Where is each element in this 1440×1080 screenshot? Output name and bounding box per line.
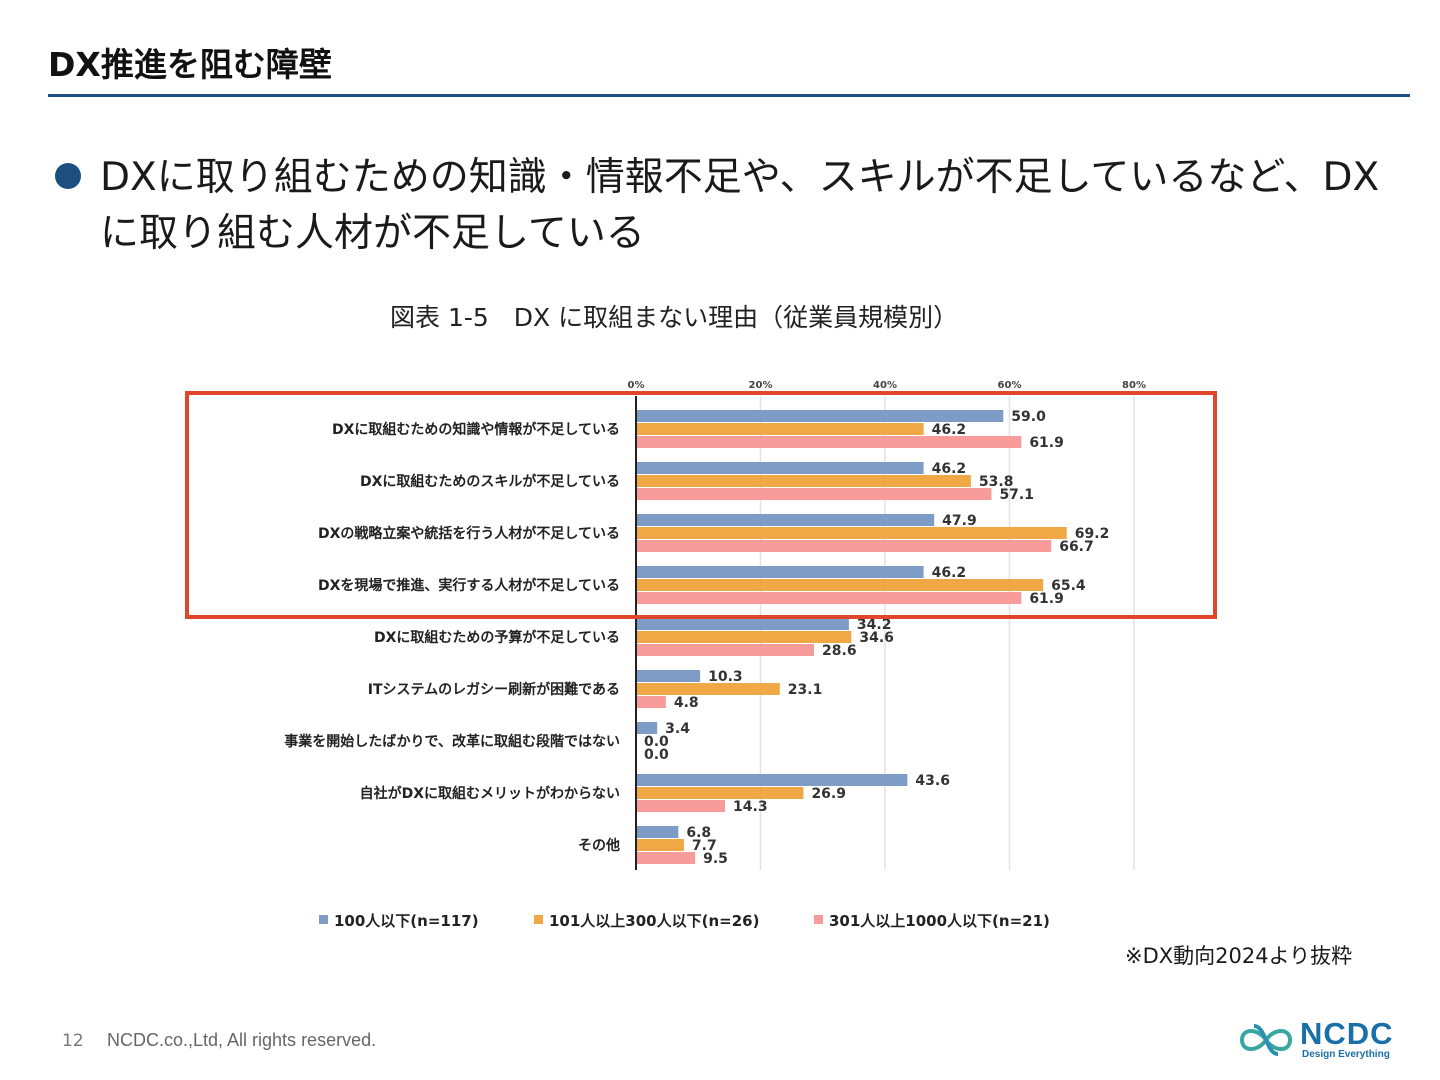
data-label: 46.2 — [932, 565, 967, 581]
logo-text: NCDC — [1300, 1016, 1394, 1051]
data-label: 66.7 — [1059, 539, 1094, 555]
x-tick-label: 80% — [1122, 380, 1146, 391]
data-label: 0.0 — [644, 734, 669, 750]
category-label: 事業を開始したばかりで、改革に取組む段階ではない — [284, 733, 620, 750]
bar — [636, 852, 696, 864]
bar — [636, 670, 701, 682]
bar — [636, 774, 908, 786]
data-label: 26.9 — [811, 786, 846, 802]
data-label: 3.4 — [665, 721, 690, 737]
bar — [636, 683, 780, 695]
bar — [636, 527, 1067, 539]
logo-tagline: Design Everything — [1302, 1049, 1390, 1060]
bar — [636, 488, 992, 500]
x-tick-label: 0% — [628, 380, 645, 391]
category-label: DXに取組むための予算が不足している — [374, 629, 620, 646]
data-label: 65.4 — [1051, 578, 1086, 594]
bar — [636, 566, 924, 578]
bar — [636, 644, 815, 656]
data-label: 69.2 — [1075, 526, 1110, 542]
bar — [636, 410, 1004, 422]
source-note: ※DX動向2024より抜粋 — [1125, 944, 1353, 968]
x-tick-label: 60% — [998, 380, 1022, 391]
bar — [636, 423, 924, 435]
copyright-text: NCDC.co.,Ltd, All rights reserved. — [107, 1030, 377, 1050]
data-label: 46.2 — [932, 422, 967, 438]
bar — [636, 631, 852, 643]
title-rule — [48, 94, 1410, 97]
category-label: DXの戦略立案や統括を行う人材が不足している — [318, 525, 620, 542]
data-label: 47.9 — [942, 513, 977, 529]
legend-swatch — [814, 915, 823, 924]
data-label: 10.3 — [708, 669, 743, 685]
bar — [636, 826, 679, 838]
data-label: 34.6 — [859, 630, 894, 646]
data-label: 0.0 — [644, 747, 669, 763]
bar — [636, 787, 804, 799]
slide-title: DX推進を阻む障壁 — [48, 45, 332, 84]
bar — [636, 618, 849, 630]
data-label: 59.0 — [1011, 409, 1046, 425]
data-label: 61.9 — [1029, 591, 1064, 607]
data-label: 23.1 — [788, 682, 823, 698]
category-label: DXを現場で推進、実行する人材が不足している — [318, 577, 620, 594]
bar — [636, 839, 684, 851]
bar — [636, 475, 971, 487]
page-number: 12 — [62, 1031, 84, 1051]
data-label: 61.9 — [1029, 435, 1064, 451]
legend-label: 101人以上300人以下(n=26) — [549, 912, 759, 930]
highlight-box — [185, 391, 1217, 619]
legend-swatch — [319, 915, 328, 924]
bar — [636, 540, 1052, 552]
data-label: 4.8 — [674, 695, 699, 711]
bullet-text: DXに取り組むための知識・情報不足や、スキルが不足しているなど、DXに取り組む人… — [100, 155, 1380, 256]
bullet-dot-icon — [55, 163, 81, 189]
bar — [636, 696, 666, 708]
data-label: 6.8 — [686, 825, 711, 841]
data-label: 53.8 — [979, 474, 1014, 490]
legend-swatch — [534, 915, 543, 924]
category-label: 自社がDXに取組むメリットがわからない — [360, 785, 620, 802]
data-label: 46.2 — [932, 461, 967, 477]
logo-knot-icon — [1239, 1024, 1293, 1056]
bar — [636, 462, 924, 474]
category-label: その他 — [578, 837, 620, 854]
data-label: 43.6 — [915, 773, 950, 789]
data-label: 28.6 — [822, 643, 857, 659]
data-label: 14.3 — [733, 799, 768, 815]
bar — [636, 722, 658, 734]
bar — [636, 436, 1022, 448]
data-label: 7.7 — [692, 838, 717, 854]
category-label: DXに取組むためのスキルが不足している — [360, 473, 620, 490]
bar — [636, 592, 1022, 604]
x-tick-label: 20% — [749, 380, 773, 391]
chart-title: 図表 1-5 DX に取組まない理由（従業員規模別） — [390, 303, 959, 332]
company-logo: NCDC Design Everything — [1236, 1016, 1416, 1066]
bar — [636, 800, 726, 812]
bar — [636, 514, 935, 526]
category-label: ITシステムのレガシー刷新が困難である — [368, 681, 620, 698]
data-label: 9.5 — [703, 851, 728, 867]
legend-label: 100人以下(n=117) — [334, 912, 479, 930]
data-label: 57.1 — [999, 487, 1034, 503]
data-label: 34.2 — [857, 617, 892, 633]
x-tick-label: 40% — [873, 380, 897, 391]
legend-label: 301人以上1000人以下(n=21) — [829, 912, 1050, 930]
bar — [636, 579, 1044, 591]
category-label: DXに取組むための知識や情報が不足している — [332, 421, 620, 438]
